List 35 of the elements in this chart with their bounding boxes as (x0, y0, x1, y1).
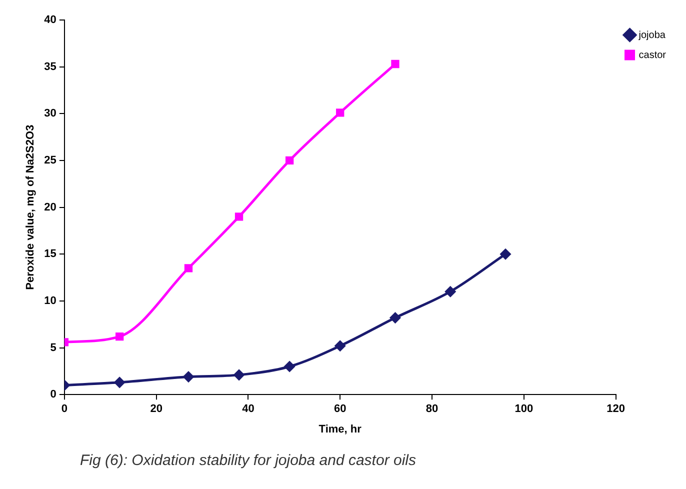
x-tick-label: 100 (514, 403, 534, 416)
x-tick-label: 20 (150, 403, 162, 416)
y-tick-label: 25 (44, 154, 56, 167)
point (445, 286, 456, 297)
point (390, 312, 400, 324)
point (284, 361, 295, 372)
y-tick-label: 15 (44, 248, 56, 260)
x-tick-label: 40 (242, 403, 254, 416)
y-tick-label: 20 (44, 201, 56, 214)
y-axis-title: Peroxide value, mg of Na2S2O3 (24, 124, 37, 290)
point (184, 264, 193, 272)
legend-label: jojoba (638, 30, 666, 41)
point (334, 340, 346, 352)
point (285, 156, 294, 165)
x-tick-label: 80 (426, 403, 438, 416)
x-axis-title: Time, hr (318, 423, 362, 436)
y-tick-label: 30 (44, 108, 56, 120)
point (115, 332, 124, 341)
y-tick-label: 5 (50, 342, 56, 354)
legend-label: castor (638, 50, 667, 61)
point (114, 377, 125, 388)
x-tick-label: 60 (334, 403, 346, 416)
point (234, 212, 244, 221)
x-tick-label: 120 (606, 403, 625, 416)
point (183, 372, 194, 382)
y-tick-label: 10 (44, 294, 56, 307)
text: Fig (6): Oxidation stability for jojoba and castor oils (80, 452, 416, 469)
x-tick-label: 0 (61, 403, 68, 416)
point (500, 248, 511, 260)
point (234, 370, 244, 380)
point (336, 108, 344, 117)
y-tick-label: 40 (44, 14, 56, 26)
y-tick-label: 35 (44, 60, 56, 73)
y-tick-label: 0 (50, 388, 56, 401)
point (391, 60, 400, 68)
